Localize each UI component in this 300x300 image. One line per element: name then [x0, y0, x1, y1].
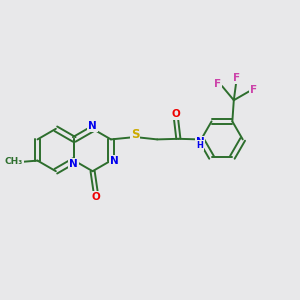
Text: O: O [91, 191, 100, 202]
Text: F: F [232, 73, 240, 83]
Text: N: N [196, 137, 205, 147]
Text: S: S [131, 128, 139, 141]
Text: F: F [250, 85, 257, 95]
Text: N: N [110, 156, 119, 166]
Text: N: N [88, 121, 97, 131]
Text: F: F [214, 79, 221, 89]
Text: CH₃: CH₃ [5, 157, 23, 166]
Text: O: O [171, 109, 180, 119]
Text: H: H [197, 141, 204, 150]
Text: N: N [69, 159, 78, 169]
